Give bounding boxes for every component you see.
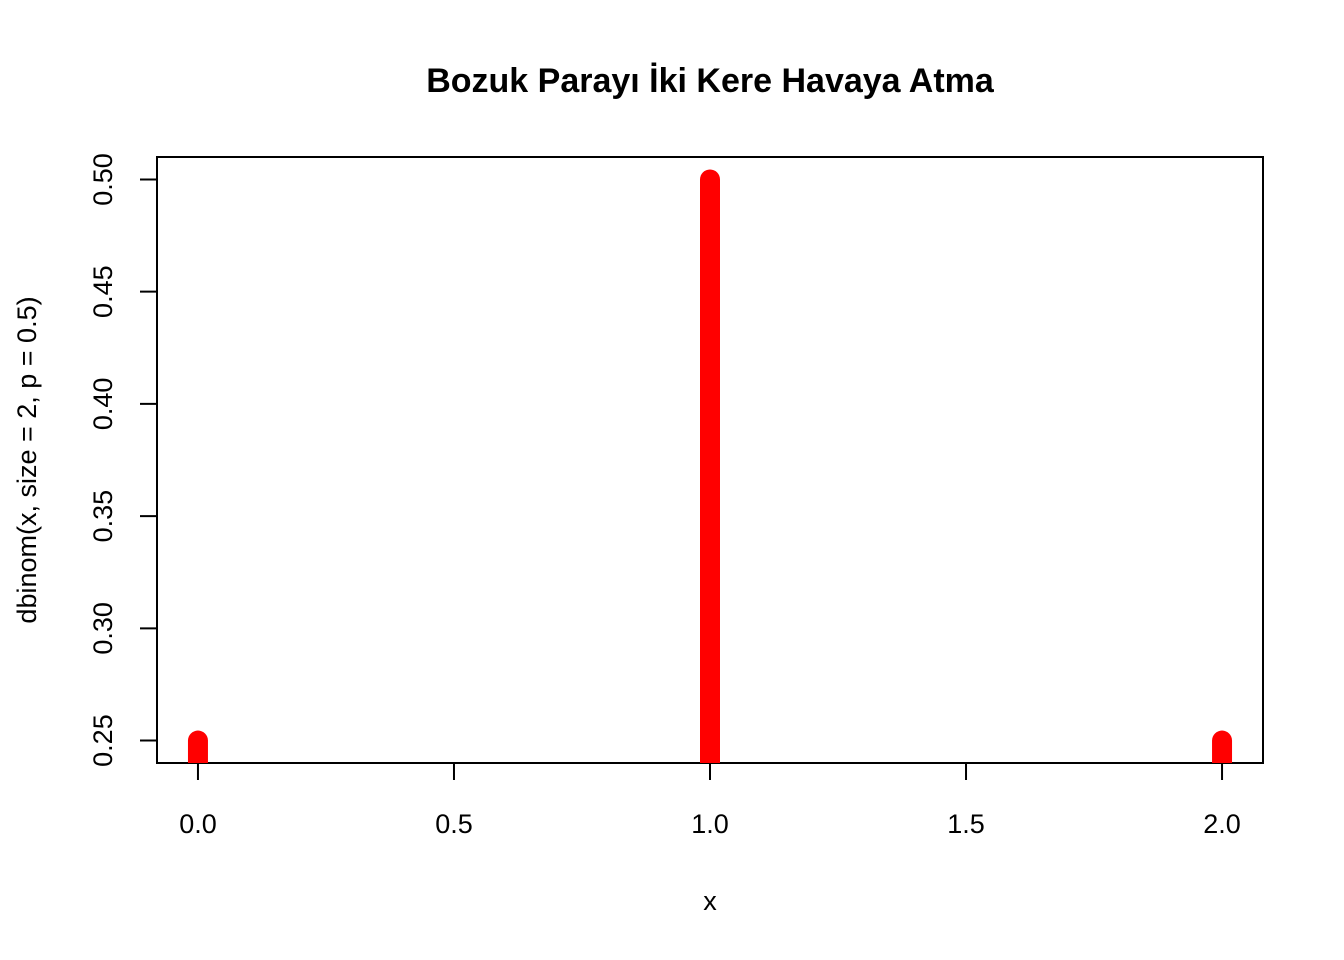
x-tick-label: 1.0 xyxy=(691,809,729,839)
y-tick-label: 0.35 xyxy=(88,490,118,543)
y-tick-label: 0.45 xyxy=(88,265,118,318)
y-tick-label: 0.30 xyxy=(88,602,118,655)
x-tick-label: 2.0 xyxy=(1203,809,1241,839)
chart-title: Bozuk Parayı İki Kere Havaya Atma xyxy=(426,62,995,100)
x-axis-label: x xyxy=(703,886,717,916)
x-tick-label: 0.0 xyxy=(179,809,217,839)
x-tick-label: 1.5 xyxy=(947,809,985,839)
x-axis: 0.0 0.5 1.0 1.5 2.0 xyxy=(179,762,1241,839)
data-series xyxy=(187,169,1233,763)
y-tick-label: 0.25 xyxy=(88,714,118,767)
y-tick-label: 0.50 xyxy=(88,153,118,206)
x-tick-label: 0.5 xyxy=(435,809,473,839)
y-axis: 0.25 0.30 0.35 0.40 0.45 0.50 xyxy=(88,153,158,767)
y-axis-label: dbinom(x, size = 2, p = 0.5) xyxy=(12,296,42,623)
y-tick-label: 0.40 xyxy=(88,378,118,431)
